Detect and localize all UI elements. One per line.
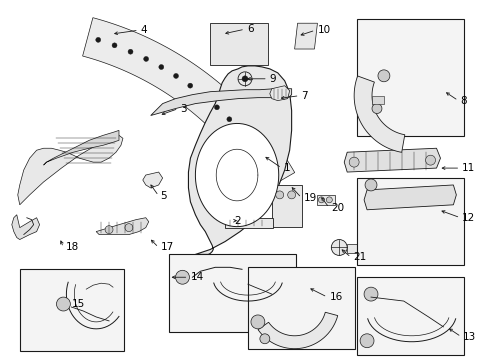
Text: 10: 10 [317,25,330,35]
Circle shape [371,104,381,113]
Text: 6: 6 [246,24,253,34]
Circle shape [159,64,163,69]
Text: 18: 18 [65,243,79,252]
Bar [317,195,335,205]
Circle shape [242,76,247,82]
Bar [356,19,463,136]
Circle shape [425,155,435,165]
Circle shape [275,191,283,199]
Circle shape [214,105,219,110]
Polygon shape [195,123,278,227]
Bar [356,178,463,265]
Bar [247,267,354,349]
Circle shape [287,191,295,199]
Text: 3: 3 [180,104,187,113]
Bar [356,277,463,355]
Circle shape [238,72,251,86]
Bar [20,269,123,351]
Circle shape [331,239,346,255]
Polygon shape [188,66,291,255]
Circle shape [318,197,324,203]
Text: 16: 16 [328,292,342,302]
Circle shape [250,315,264,329]
Text: 5: 5 [161,191,167,201]
Circle shape [359,334,373,348]
Text: 20: 20 [331,203,344,213]
Text: 17: 17 [161,243,174,252]
Circle shape [105,226,113,234]
Bar [168,255,295,332]
Polygon shape [344,148,440,172]
Bar [371,96,383,104]
Bar [271,185,301,227]
Polygon shape [82,18,294,192]
Polygon shape [96,218,148,235]
Text: 9: 9 [269,74,276,84]
Text: 4: 4 [141,25,147,35]
Circle shape [175,270,189,284]
Text: 19: 19 [303,193,316,203]
Circle shape [364,287,377,301]
Polygon shape [12,215,40,239]
Polygon shape [269,86,289,100]
Circle shape [226,117,231,122]
Circle shape [187,83,192,88]
Circle shape [128,49,133,54]
Circle shape [348,157,358,167]
Text: 1: 1 [283,163,290,173]
Polygon shape [353,76,404,152]
Polygon shape [18,135,122,205]
Circle shape [269,171,274,176]
Circle shape [325,197,332,203]
Text: 14: 14 [190,272,203,282]
Circle shape [112,43,117,48]
Bar [346,243,366,253]
Circle shape [143,57,148,62]
Bar [210,23,267,65]
Circle shape [365,179,376,191]
Circle shape [259,334,269,344]
Polygon shape [294,23,317,49]
Text: 12: 12 [461,213,475,223]
Circle shape [260,156,264,161]
Circle shape [56,297,70,311]
Bar [224,218,272,228]
Text: 7: 7 [301,91,307,101]
Circle shape [96,37,101,42]
Polygon shape [43,130,119,165]
Text: 2: 2 [234,216,240,226]
Text: 8: 8 [459,96,466,105]
Circle shape [377,70,389,82]
Text: 11: 11 [461,163,475,173]
Polygon shape [150,89,291,116]
Text: 21: 21 [352,252,366,262]
Polygon shape [258,312,337,349]
Circle shape [238,129,243,134]
Circle shape [201,94,206,99]
Text: 13: 13 [462,332,476,342]
Circle shape [173,73,178,78]
Polygon shape [142,172,163,188]
Circle shape [249,143,254,148]
Circle shape [124,224,133,231]
Polygon shape [364,185,455,210]
Text: 15: 15 [71,299,84,309]
